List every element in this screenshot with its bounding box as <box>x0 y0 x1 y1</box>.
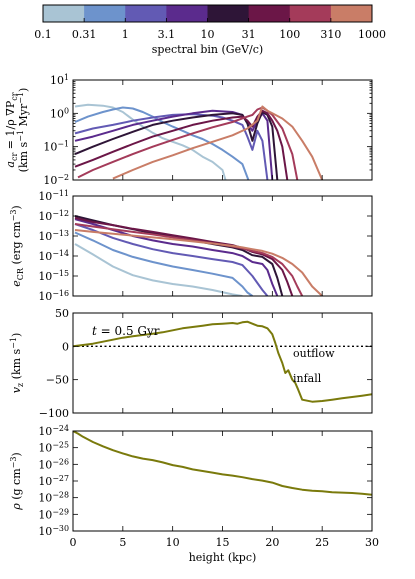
panel-ecr: 10−11 10−12 10−13 10−14 10−15 10−16 eCR (erg c… <box>9 189 373 303</box>
colorbar-segment <box>43 5 85 22</box>
colorbar-tick-label: 310 <box>320 28 341 41</box>
series-line <box>112 105 324 180</box>
y-axis-label: eCR (erg cm−3) <box>9 205 25 286</box>
series-line <box>74 243 243 296</box>
y-tick-label: 10−11 <box>38 189 69 203</box>
y-tick-label: 10−15 <box>38 269 69 283</box>
y-tick-label: 10−30 <box>38 524 69 538</box>
panel-rho: 10−24 10−25 10−26 10−27 10−28 10−29 10−300 5 10 1… <box>9 424 379 564</box>
x-tick-label: 30 <box>365 536 379 549</box>
x-tick-label: 20 <box>265 536 279 549</box>
y-tick-label: 10−27 <box>38 474 69 488</box>
colorbar-tick-label: 0.31 <box>72 28 97 41</box>
colorbar-segment <box>207 5 250 22</box>
series-line <box>74 109 289 180</box>
colorbar-segment <box>330 5 373 22</box>
series-line <box>74 216 294 296</box>
series-line <box>74 229 323 296</box>
series-line <box>74 223 269 296</box>
y-tick-label: 10−1 <box>43 140 69 154</box>
colorbar-tick-label: 10 <box>201 28 215 41</box>
colorbar-label: spectral bin (GeV/c) <box>152 43 263 56</box>
axes-frame <box>72 79 373 181</box>
colorbar-tick-label: 3.1 <box>158 28 176 41</box>
axes-frame <box>72 195 373 297</box>
colorbar-segment <box>125 5 167 22</box>
y-tick-label: 0 <box>62 340 69 353</box>
colorbar-segment <box>289 5 332 22</box>
outflow-annotation: outflow <box>293 347 335 360</box>
series-line <box>74 218 279 296</box>
y-tick-label: 101 <box>50 73 69 87</box>
infall-annotation: infall <box>293 372 322 385</box>
colorbar-tick-label: 31 <box>242 28 256 41</box>
x-tick-label: 15 <box>216 536 230 549</box>
series-line <box>77 106 299 180</box>
y-axis-label: vz (km s−1) <box>9 333 25 394</box>
colorbar-tick-label: 0.1 <box>34 28 52 41</box>
colorbar-segment <box>84 5 126 22</box>
y-tick-label: 10−16 <box>38 289 69 303</box>
series-line <box>74 113 269 180</box>
y-tick-label: 10−24 <box>38 424 69 438</box>
series-line <box>74 111 279 180</box>
x-tick-label: 5 <box>119 536 126 549</box>
y-tick-label: 50 <box>55 307 69 320</box>
series-line <box>74 106 250 180</box>
x-tick-label: 10 <box>166 536 180 549</box>
time-annotation: t = 0.5 Gyr <box>92 324 160 338</box>
panel-acr: 101 100 10−1 10−2 acr = 1/ρ ∇Pcr(km s−1 Myr−… <box>4 73 373 187</box>
y-tick-label: 10−29 <box>38 507 69 521</box>
y-tick-label: 10−25 <box>38 441 69 455</box>
axes-frame <box>72 312 373 414</box>
y-tick-label: 10−26 <box>38 457 69 471</box>
series-line <box>73 320 372 403</box>
axes-frame <box>72 430 373 532</box>
colorbar: 0.1 0.31 1 3.1 10 31 100 310 1000 spectral bin (G… <box>34 4 386 56</box>
colorbar-tick-label: 100 <box>279 28 300 41</box>
panel-vz: 50 0 −50 −100 vz (km s−1) t = 0.5 Gyr outflow i… <box>9 307 373 420</box>
y-tick-label: 10−12 <box>38 209 69 223</box>
colorbar-segment <box>248 5 291 22</box>
colorbar-segment <box>166 5 208 22</box>
y-axis-label: ρ (g cm−3) <box>9 452 23 510</box>
x-tick-label: 0 <box>70 536 77 549</box>
series-line <box>74 231 253 296</box>
series-line <box>73 431 372 496</box>
y-tick-label: −100 <box>39 407 69 420</box>
colorbar-tick-label: 1000 <box>358 28 386 41</box>
y-tick-label: 100 <box>50 106 69 120</box>
x-axis-label: height (kpc) <box>189 551 257 564</box>
y-tick-label: 10−2 <box>43 173 69 187</box>
y-tick-label: 10−14 <box>38 249 69 263</box>
y-axis-label: acr = 1/ρ ∇Pcr(km s−1 Myr−1) <box>4 88 30 173</box>
x-tick-label: 25 <box>315 536 329 549</box>
y-tick-label: 10−13 <box>38 229 69 243</box>
y-tick-label: −50 <box>46 374 69 387</box>
y-tick-label: 10−28 <box>38 491 69 505</box>
colorbar-tick-label: 1 <box>122 28 129 41</box>
